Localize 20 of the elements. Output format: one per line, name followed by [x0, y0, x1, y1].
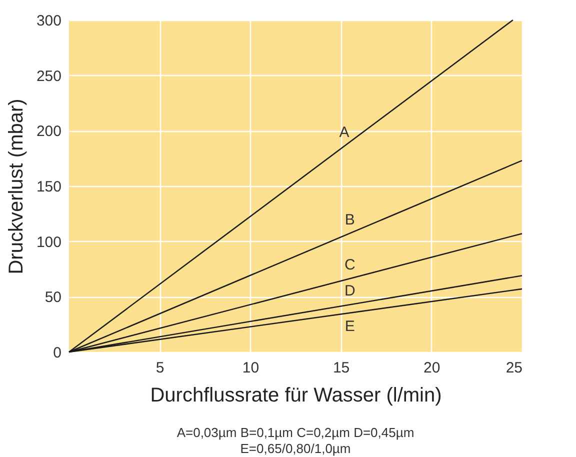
x-tick-label: 15 [332, 360, 350, 376]
y-tick-label: 0 [53, 344, 62, 362]
x-tick-label: 5 [156, 360, 164, 376]
y-tick-label: 200 [36, 123, 62, 140]
y-tick-label: 50 [44, 289, 62, 306]
series-label: E [344, 318, 355, 335]
y-tick-label: 300 [36, 12, 62, 30]
series-label: C [344, 256, 356, 274]
y-tick-label: 100 [36, 234, 62, 251]
series-label: D [344, 282, 356, 300]
y-tick-label: 150 [36, 178, 62, 196]
y-axis-title: Druckverlust (mbar) [5, 98, 28, 274]
x-axis-title: Durchflussrate für Wasser (l/min) [150, 384, 442, 406]
text: E=0,65/0,80/1,0µm [240, 441, 351, 456]
x-tick-label: 20 [424, 360, 440, 376]
text: A=0,03µm B=0,1µm C=0,2µm D=0,45µm [176, 425, 414, 440]
series-label: B [344, 211, 355, 228]
x-tick-label: 25 [506, 360, 522, 376]
x-tick-label: 10 [242, 360, 260, 376]
y-tick-label: 250 [36, 68, 62, 85]
